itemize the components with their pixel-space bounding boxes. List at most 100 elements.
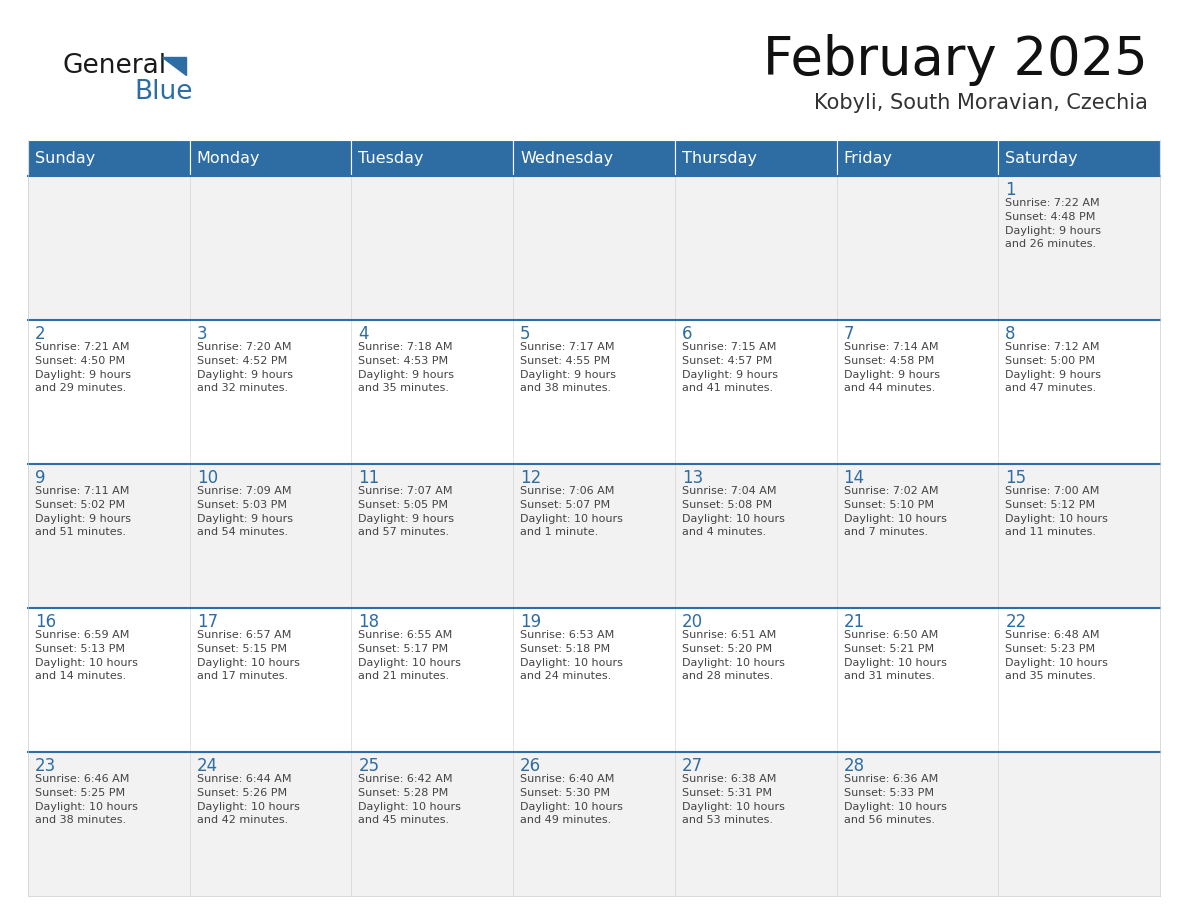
Text: 14: 14 bbox=[843, 469, 865, 487]
Text: Sunrise: 7:06 AM: Sunrise: 7:06 AM bbox=[520, 486, 614, 496]
Text: Daylight: 10 hours: Daylight: 10 hours bbox=[843, 801, 947, 812]
Text: February 2025: February 2025 bbox=[763, 34, 1148, 86]
Text: Sunrise: 6:55 AM: Sunrise: 6:55 AM bbox=[359, 630, 453, 640]
Text: Daylight: 10 hours: Daylight: 10 hours bbox=[197, 657, 299, 667]
Text: Daylight: 9 hours: Daylight: 9 hours bbox=[1005, 370, 1101, 380]
Text: and 49 minutes.: and 49 minutes. bbox=[520, 815, 612, 825]
Text: Sunset: 5:17 PM: Sunset: 5:17 PM bbox=[359, 644, 449, 654]
Bar bbox=[29, 464, 190, 608]
Text: and 54 minutes.: and 54 minutes. bbox=[197, 528, 287, 537]
Text: Sunset: 5:00 PM: Sunset: 5:00 PM bbox=[1005, 356, 1095, 365]
Text: Sunset: 4:58 PM: Sunset: 4:58 PM bbox=[843, 356, 934, 365]
Text: Blue: Blue bbox=[134, 79, 192, 105]
Text: Sunset: 5:08 PM: Sunset: 5:08 PM bbox=[682, 499, 772, 509]
Text: and 28 minutes.: and 28 minutes. bbox=[682, 671, 773, 681]
Text: Sunrise: 7:00 AM: Sunrise: 7:00 AM bbox=[1005, 486, 1100, 496]
Text: 9: 9 bbox=[34, 469, 45, 487]
Text: and 14 minutes.: and 14 minutes. bbox=[34, 671, 126, 681]
Text: Daylight: 9 hours: Daylight: 9 hours bbox=[34, 513, 131, 523]
Text: Daylight: 10 hours: Daylight: 10 hours bbox=[843, 513, 947, 523]
Text: and 53 minutes.: and 53 minutes. bbox=[682, 815, 773, 825]
Polygon shape bbox=[162, 57, 187, 75]
Text: Thursday: Thursday bbox=[682, 151, 757, 165]
Text: Sunset: 5:31 PM: Sunset: 5:31 PM bbox=[682, 788, 772, 798]
Bar bbox=[836, 176, 998, 320]
Text: and 42 minutes.: and 42 minutes. bbox=[197, 815, 287, 825]
Text: Sunrise: 7:09 AM: Sunrise: 7:09 AM bbox=[197, 486, 291, 496]
Text: 23: 23 bbox=[34, 757, 56, 775]
Text: and 7 minutes.: and 7 minutes. bbox=[843, 528, 928, 537]
Text: Sunrise: 6:44 AM: Sunrise: 6:44 AM bbox=[197, 774, 291, 784]
Text: 5: 5 bbox=[520, 325, 531, 343]
Bar bbox=[190, 608, 352, 752]
Bar bbox=[836, 320, 998, 464]
Text: 27: 27 bbox=[682, 757, 703, 775]
Text: Sunrise: 6:38 AM: Sunrise: 6:38 AM bbox=[682, 774, 776, 784]
Bar bbox=[29, 608, 190, 752]
Bar bbox=[352, 608, 513, 752]
Text: 24: 24 bbox=[197, 757, 217, 775]
Text: Daylight: 9 hours: Daylight: 9 hours bbox=[682, 370, 778, 380]
Bar bbox=[836, 608, 998, 752]
Text: Daylight: 10 hours: Daylight: 10 hours bbox=[843, 657, 947, 667]
Text: Sunset: 5:12 PM: Sunset: 5:12 PM bbox=[1005, 499, 1095, 509]
Text: Sunset: 5:07 PM: Sunset: 5:07 PM bbox=[520, 499, 611, 509]
Text: and 56 minutes.: and 56 minutes. bbox=[843, 815, 935, 825]
Bar bbox=[190, 140, 352, 176]
Bar bbox=[190, 752, 352, 896]
Bar bbox=[675, 320, 836, 464]
Bar bbox=[998, 464, 1159, 608]
Text: Sunset: 5:13 PM: Sunset: 5:13 PM bbox=[34, 644, 125, 654]
Text: General: General bbox=[62, 53, 166, 79]
Text: Daylight: 9 hours: Daylight: 9 hours bbox=[520, 370, 617, 380]
Text: Sunset: 4:50 PM: Sunset: 4:50 PM bbox=[34, 356, 125, 365]
Text: Monday: Monday bbox=[197, 151, 260, 165]
Text: Daylight: 9 hours: Daylight: 9 hours bbox=[34, 370, 131, 380]
Bar bbox=[352, 140, 513, 176]
Text: and 45 minutes.: and 45 minutes. bbox=[359, 815, 449, 825]
Text: and 38 minutes.: and 38 minutes. bbox=[520, 384, 612, 394]
Text: 15: 15 bbox=[1005, 469, 1026, 487]
Text: Sunrise: 6:48 AM: Sunrise: 6:48 AM bbox=[1005, 630, 1100, 640]
Text: Daylight: 9 hours: Daylight: 9 hours bbox=[359, 513, 455, 523]
Text: Sunset: 4:53 PM: Sunset: 4:53 PM bbox=[359, 356, 449, 365]
Text: Sunrise: 7:14 AM: Sunrise: 7:14 AM bbox=[843, 342, 939, 352]
Text: Sunrise: 7:22 AM: Sunrise: 7:22 AM bbox=[1005, 198, 1100, 208]
Text: Sunset: 5:25 PM: Sunset: 5:25 PM bbox=[34, 788, 125, 798]
Text: and 17 minutes.: and 17 minutes. bbox=[197, 671, 287, 681]
Text: 22: 22 bbox=[1005, 613, 1026, 631]
Text: and 57 minutes.: and 57 minutes. bbox=[359, 528, 449, 537]
Text: Sunrise: 6:59 AM: Sunrise: 6:59 AM bbox=[34, 630, 129, 640]
Text: Sunset: 5:15 PM: Sunset: 5:15 PM bbox=[197, 644, 286, 654]
Bar bbox=[513, 140, 675, 176]
Bar bbox=[29, 320, 190, 464]
Text: 19: 19 bbox=[520, 613, 542, 631]
Bar bbox=[836, 140, 998, 176]
Text: Sunset: 5:30 PM: Sunset: 5:30 PM bbox=[520, 788, 611, 798]
Text: 11: 11 bbox=[359, 469, 380, 487]
Bar bbox=[352, 752, 513, 896]
Text: Daylight: 10 hours: Daylight: 10 hours bbox=[34, 657, 138, 667]
Text: Daylight: 10 hours: Daylight: 10 hours bbox=[520, 513, 623, 523]
Text: Sunrise: 7:18 AM: Sunrise: 7:18 AM bbox=[359, 342, 453, 352]
Text: Sunset: 4:48 PM: Sunset: 4:48 PM bbox=[1005, 212, 1095, 222]
Bar bbox=[998, 320, 1159, 464]
Bar bbox=[352, 176, 513, 320]
Text: 10: 10 bbox=[197, 469, 217, 487]
Text: Sunrise: 6:36 AM: Sunrise: 6:36 AM bbox=[843, 774, 937, 784]
Text: and 32 minutes.: and 32 minutes. bbox=[197, 384, 287, 394]
Bar bbox=[675, 608, 836, 752]
Text: Sunrise: 6:51 AM: Sunrise: 6:51 AM bbox=[682, 630, 776, 640]
Bar bbox=[513, 464, 675, 608]
Text: Kobyli, South Moravian, Czechia: Kobyli, South Moravian, Czechia bbox=[814, 93, 1148, 113]
Text: Sunrise: 7:02 AM: Sunrise: 7:02 AM bbox=[843, 486, 939, 496]
Bar bbox=[998, 140, 1159, 176]
Text: and 26 minutes.: and 26 minutes. bbox=[1005, 240, 1097, 250]
Bar bbox=[352, 464, 513, 608]
Text: Sunrise: 7:17 AM: Sunrise: 7:17 AM bbox=[520, 342, 614, 352]
Bar bbox=[513, 608, 675, 752]
Text: 21: 21 bbox=[843, 613, 865, 631]
Bar bbox=[675, 176, 836, 320]
Bar bbox=[29, 140, 190, 176]
Bar bbox=[836, 464, 998, 608]
